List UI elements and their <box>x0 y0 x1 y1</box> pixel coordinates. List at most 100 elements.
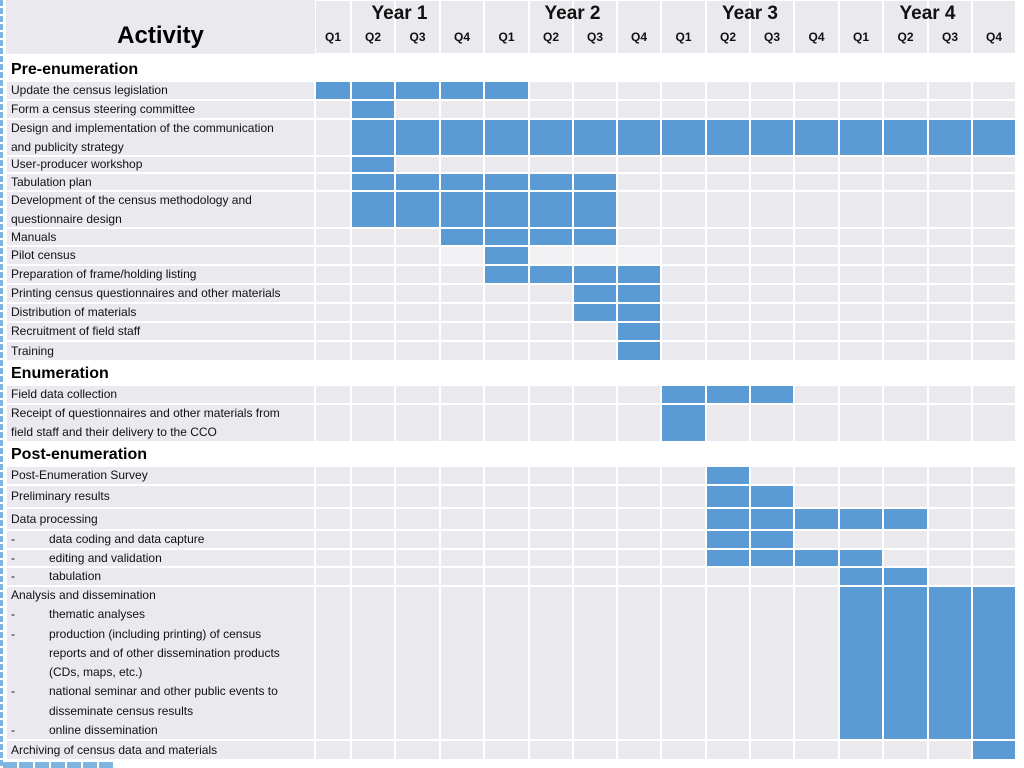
gantt-empty-cell <box>440 284 484 303</box>
gantt-empty-cell <box>440 567 484 586</box>
gantt-empty-cell <box>839 191 883 228</box>
gantt-empty-cell <box>529 156 573 173</box>
gantt-empty-cell <box>573 586 617 740</box>
gantt-empty-cell <box>750 303 794 322</box>
bullet-text: national seminar and other public events… <box>49 684 278 699</box>
activity-label: User-producer workshop <box>11 157 143 171</box>
gantt-empty-cell <box>529 385 573 404</box>
gantt-empty-cell <box>794 173 839 191</box>
gantt-empty-cell <box>395 265 440 284</box>
quarter-label: Q4 <box>985 30 1002 44</box>
activity-cell <box>6 173 315 191</box>
gantt-empty-cell <box>794 284 839 303</box>
gantt-empty-cell <box>529 485 573 508</box>
gantt-bar-segment <box>706 119 750 156</box>
gantt-empty-cell <box>928 191 972 228</box>
gantt-empty-cell <box>440 485 484 508</box>
gantt-empty-cell <box>395 549 440 567</box>
activity-cell <box>6 81 315 100</box>
gantt-empty-cell <box>794 81 839 100</box>
gantt-empty-cell <box>315 530 351 549</box>
gantt-empty-cell <box>794 485 839 508</box>
gantt-empty-cell <box>315 567 351 586</box>
gantt-bar-segment <box>529 119 573 156</box>
activity-cell <box>6 485 315 508</box>
activity-cell <box>6 466 315 485</box>
activity-label: Design and implementation of the communi… <box>11 121 274 135</box>
bullet-dash: - <box>11 532 15 546</box>
gantt-empty-cell <box>883 485 928 508</box>
bullet-text: online dissemination <box>49 722 158 737</box>
gantt-empty-cell <box>484 567 529 586</box>
gantt-empty-cell <box>617 156 661 173</box>
gantt-empty-cell <box>661 466 706 485</box>
activity-cell <box>6 303 315 322</box>
gantt-bar-segment <box>706 549 750 567</box>
gantt-bar-segment <box>529 173 573 191</box>
gantt-bar-segment <box>440 81 484 100</box>
gantt-empty-cell <box>661 530 706 549</box>
gantt-bar-segment <box>661 404 706 442</box>
activity-label: Post-Enumeration Survey <box>11 468 148 482</box>
activity-cell <box>6 119 315 156</box>
bullet-text: data coding and data capture <box>49 532 205 546</box>
quarter-label: Q1 <box>675 30 692 44</box>
gantt-empty-cell <box>706 228 750 246</box>
gantt-empty-cell <box>617 228 661 246</box>
gantt-empty-cell <box>839 341 883 361</box>
gantt-bar-segment <box>529 191 573 228</box>
quarter-label: Q1 <box>324 30 341 44</box>
gantt-empty-cell <box>617 586 661 740</box>
gantt-empty-cell <box>661 740 706 760</box>
gantt-empty-cell <box>484 303 529 322</box>
gantt-bar-segment <box>440 228 484 246</box>
activity-cell <box>6 586 315 740</box>
gantt-empty-cell <box>440 341 484 361</box>
quarter-label: Q3 <box>941 30 958 44</box>
gantt-empty-cell <box>617 508 661 530</box>
gantt-bar-segment <box>750 485 794 508</box>
gantt-empty-cell <box>351 228 395 246</box>
gantt-bar-segment <box>750 119 794 156</box>
gantt-empty-cell <box>351 284 395 303</box>
gantt-empty-cell <box>750 404 794 442</box>
gantt-empty-cell <box>440 508 484 530</box>
gantt-empty-cell <box>972 173 1016 191</box>
gantt-empty-cell <box>315 485 351 508</box>
activity-label: Development of the census methodology an… <box>11 193 252 207</box>
gantt-empty-cell <box>573 740 617 760</box>
gantt-empty-cell <box>484 586 529 740</box>
quarter-label: Q2 <box>897 30 914 44</box>
gantt-empty-cell <box>661 549 706 567</box>
activity-label: Field data collection <box>11 387 118 401</box>
gantt-empty-cell <box>794 385 839 404</box>
gantt-empty-cell <box>794 567 839 586</box>
gantt-empty-cell <box>706 303 750 322</box>
gantt-empty-cell <box>661 303 706 322</box>
activity-cell <box>6 404 315 442</box>
gantt-bar-segment <box>440 191 484 228</box>
gantt-bar-segment <box>928 119 972 156</box>
gantt-empty-cell <box>351 549 395 567</box>
gantt-empty-cell <box>617 246 661 265</box>
gantt-empty-cell <box>972 156 1016 173</box>
gantt-empty-cell <box>661 284 706 303</box>
gantt-empty-cell <box>794 228 839 246</box>
gantt-empty-cell <box>794 246 839 265</box>
gantt-bar-segment <box>529 228 573 246</box>
gantt-empty-cell <box>315 385 351 404</box>
gantt-bar-segment <box>315 81 351 100</box>
gantt-empty-cell <box>529 404 573 442</box>
gantt-bar-segment <box>928 586 972 740</box>
activity-cell <box>6 228 315 246</box>
gantt-empty-cell <box>794 156 839 173</box>
gantt-empty-cell <box>750 191 794 228</box>
gantt-empty-cell <box>351 385 395 404</box>
activity-label: questionnaire design <box>11 211 122 226</box>
gantt-empty-cell <box>573 530 617 549</box>
quarter-header-cell <box>529 0 573 54</box>
gantt-empty-cell <box>928 228 972 246</box>
gantt-empty-cell <box>529 284 573 303</box>
gantt-empty-cell <box>883 740 928 760</box>
gantt-empty-cell <box>883 228 928 246</box>
